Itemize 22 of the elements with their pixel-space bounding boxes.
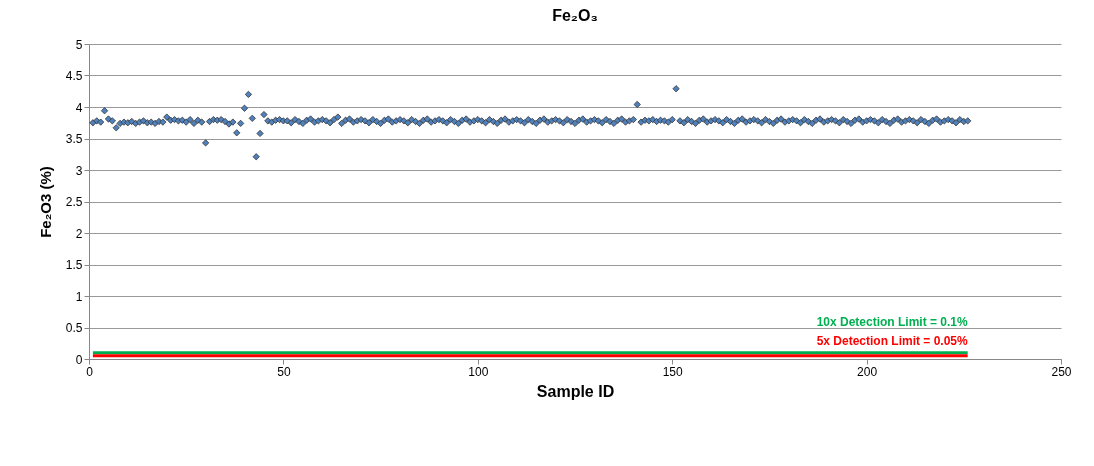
- series-label: 5x Detection Limit = 0.05%: [816, 333, 969, 348]
- y-tick-label: 0.5: [65, 321, 83, 335]
- series-label: 10x Detection Limit = 0.1%: [816, 314, 969, 329]
- y-tick-label: 0: [75, 352, 83, 367]
- x-tick-label: 50: [277, 364, 291, 379]
- x-tick-label: 0: [86, 364, 94, 379]
- x-axis-title: Sample ID: [536, 382, 615, 400]
- x-tick-label: 150: [662, 364, 684, 379]
- y-tick-label: 1: [75, 289, 83, 304]
- y-tick-label: 1.5: [65, 258, 83, 272]
- chart-title: Fe₂O₃: [552, 7, 598, 24]
- y-tick-label: 3.5: [65, 132, 83, 146]
- y-tick-label: 2: [75, 226, 83, 241]
- y-axis-title: Fe₂O3 (%): [36, 166, 54, 238]
- y-tick-label: 4.5: [65, 69, 83, 83]
- x-tick-label: 200: [857, 364, 878, 379]
- y-tick-label: 5: [75, 37, 83, 52]
- y-tick-label: 2.5: [65, 195, 83, 209]
- y-tick-label: 4: [75, 100, 83, 115]
- y-tick-label: 3: [75, 163, 83, 178]
- x-tick-label: 100: [468, 364, 489, 379]
- x-tick-label: 250: [1051, 364, 1072, 379]
